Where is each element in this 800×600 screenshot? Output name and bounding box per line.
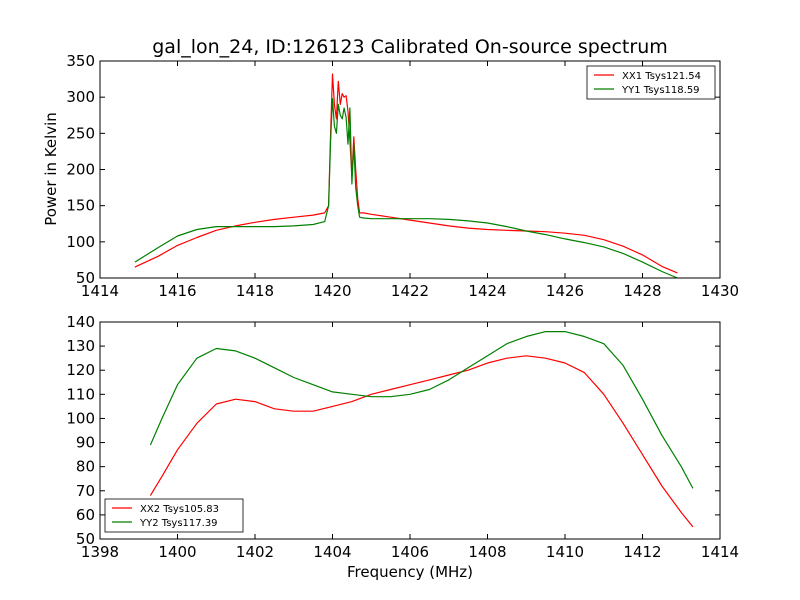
bottom-y-tick-label: 90 <box>76 434 95 452</box>
bottom-legend-label-1: XX2 Tsys105.83 <box>140 504 219 515</box>
bottom-y-tick-label: 80 <box>76 458 95 476</box>
bottom-x-tick-label: 1400 <box>158 543 196 561</box>
bottom-x-axis-title: Frequency (MHz) <box>347 563 473 581</box>
top-chart: 1414 1416 1418 1420 1422 1424 1426 1428 1430 50 10… <box>66 52 739 300</box>
bottom-y-tick-label: 120 <box>66 361 95 379</box>
bottom-x-tick-label: 1406 <box>391 543 429 561</box>
top-x-tick-label: 1424 <box>468 282 506 300</box>
top-y-tick-label: 50 <box>76 269 95 287</box>
bottom-x-tick-label: 1412 <box>623 543 661 561</box>
top-series-line-2 <box>134 97 678 279</box>
bottom-legend-label-2: YY2 Tsys117.39 <box>139 518 218 529</box>
bottom-series-line-2 <box>149 331 694 489</box>
top-y-tick-label: 350 <box>66 52 95 70</box>
top-x-tick-label: 1414 <box>81 282 119 300</box>
bottom-y-tick-label: 60 <box>76 506 95 524</box>
bottom-chart: 1398 1400 1402 1404 1406 1408 1410 1412 1414 50 60… <box>66 313 739 561</box>
top-legend: XX1 Tsys121.54 YY1 Tsys118.59 <box>586 65 716 100</box>
top-y-tick-label: 300 <box>66 88 95 106</box>
bottom-legend-box <box>104 498 244 533</box>
bottom-y-tick-label: 110 <box>66 385 95 403</box>
top-y-tick-label: 100 <box>66 233 95 251</box>
bottom-x-tick-label: 1408 <box>468 543 506 561</box>
top-y-tick-label: 200 <box>66 161 95 179</box>
top-x-tick-label: 1426 <box>546 282 584 300</box>
bottom-x-tick-label: 1414 <box>701 543 739 561</box>
top-legend-label-1: XX1 Tsys121.54 <box>622 71 701 82</box>
bottom-y-tick-label: 100 <box>66 409 95 427</box>
top-x-tick-label: 1428 <box>623 282 661 300</box>
top-x-tick-label: 1418 <box>236 282 274 300</box>
bottom-y-tick-label: 130 <box>66 337 95 355</box>
bottom-x-tick-label: 1410 <box>546 543 584 561</box>
top-y-tick-label: 150 <box>66 197 95 215</box>
bottom-y-tick-label: 70 <box>76 482 95 500</box>
bottom-y-tick-label: 50 <box>76 530 95 548</box>
top-x-tick-label: 1416 <box>158 282 196 300</box>
top-x-tick-label: 1422 <box>391 282 429 300</box>
top-y-axis-title: Power in Kelvin <box>42 112 60 226</box>
bottom-x-tick-label: 1404 <box>313 543 351 561</box>
bottom-series-line-1 <box>149 355 694 528</box>
bottom-y-tick-label: 140 <box>66 313 95 331</box>
bottom-x-tick-label: 1398 <box>81 543 119 561</box>
bottom-legend: XX2 Tsys105.83 YY2 Tsys117.39 <box>104 498 244 533</box>
top-x-tick-label: 1420 <box>313 282 351 300</box>
top-y-tick-label: 250 <box>66 124 95 142</box>
top-legend-box <box>586 65 716 100</box>
top-x-tick-label: 1430 <box>701 282 739 300</box>
top-chart-title: gal_lon_24, ID:126123 Calibrated On-sour… <box>152 36 668 58</box>
top-legend-label-2: YY1 Tsys118.59 <box>621 85 700 96</box>
bottom-x-tick-label: 1402 <box>236 543 274 561</box>
